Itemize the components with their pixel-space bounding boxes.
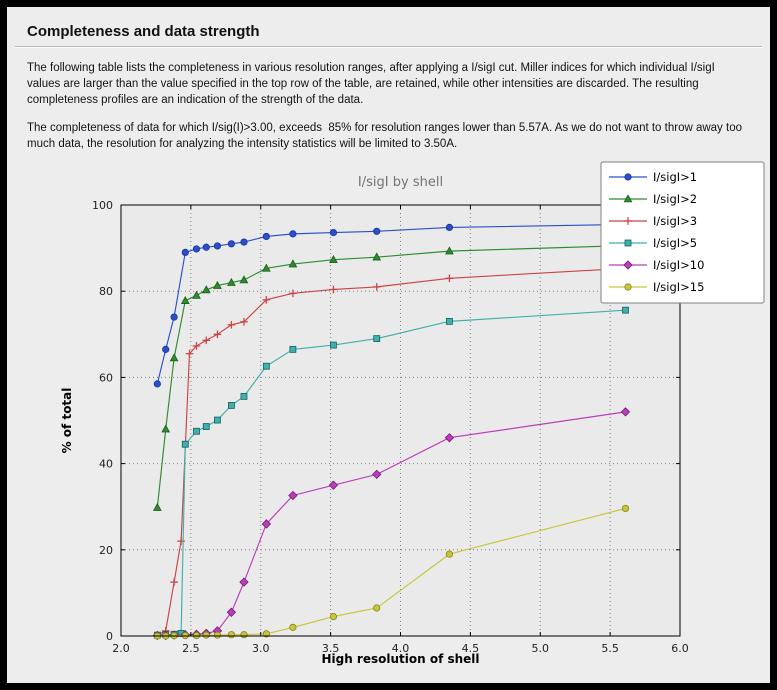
legend-entry-2: I/sigI>3	[609, 214, 697, 228]
series-markers	[152, 241, 630, 512]
svg-text:2.5: 2.5	[182, 642, 200, 655]
series-1	[152, 241, 630, 512]
isigi-by-shell-chart: 2.0 2.5 3.0 3.5 4.0 4.5 5.0 5.5 6.0 0 20 40 60 80 100 I…	[60, 161, 765, 666]
svg-text:4.0: 4.0	[392, 642, 410, 655]
svg-text:80: 80	[99, 286, 113, 299]
summary-paragraph: The completeness of data for which I/sig…	[27, 122, 746, 151]
chart-title: I/sigI by shell	[358, 175, 443, 190]
x-axis-label: High resolution of shell	[321, 652, 479, 666]
svg-text:5.0: 5.0	[532, 642, 550, 655]
legend-label: I/sigI>15	[653, 280, 704, 294]
legend-label: I/sigI>2	[653, 192, 697, 206]
svg-text:4.5: 4.5	[462, 642, 480, 655]
legend-label: I/sigI>1	[653, 170, 697, 184]
legend-label: I/sigI>3	[653, 214, 697, 228]
series-3	[153, 307, 629, 640]
legend-entry-4: I/sigI>10	[609, 258, 704, 272]
page-title: Completeness and data strength	[27, 23, 260, 40]
title-divider	[15, 46, 762, 48]
tick-labels: 2.0 2.5 3.0 3.5 4.0 4.5 5.0 5.5 6.0 0 20 40 60 80 100	[92, 199, 689, 655]
svg-text:3.5: 3.5	[322, 642, 340, 655]
svg-text:40: 40	[99, 458, 113, 471]
legend-entry-5: I/sigI>15	[609, 280, 704, 294]
report-panel: Completeness and data strength The follo…	[7, 7, 770, 683]
y-axis-label: % of total	[60, 388, 74, 454]
series-line	[157, 268, 626, 637]
chart-container: 2.0 2.5 3.0 3.5 4.0 4.5 5.0 5.5 6.0 0 20 40 60 80 100 I…	[55, 156, 770, 675]
svg-text:2.0: 2.0	[112, 642, 130, 655]
intro-paragraph: The following table lists the completene…	[27, 62, 718, 107]
svg-text:3.0: 3.0	[252, 642, 270, 655]
svg-text:6.0: 6.0	[671, 642, 689, 655]
svg-text:0: 0	[106, 630, 113, 643]
series-markers	[153, 265, 630, 640]
legend-box: I/sigI>1 I/sigI>2 I/sigI>3 I/sigI>5 I/sigI>1…	[600, 161, 765, 304]
legend-entry-0: I/sigI>1	[609, 170, 697, 184]
legend-label: I/sigI>5	[653, 236, 697, 250]
svg-text:100: 100	[92, 199, 113, 212]
tick-marks	[120, 204, 681, 637]
legend-entry-3: I/sigI>5	[609, 236, 697, 250]
svg-text:20: 20	[99, 544, 113, 557]
legend-label: I/sigI>10	[653, 258, 704, 272]
svg-text:60: 60	[99, 372, 113, 385]
series-2	[153, 265, 630, 640]
legend-entry-1: I/sigI>2	[609, 192, 697, 206]
series-line	[157, 310, 626, 637]
svg-text:5.5: 5.5	[601, 642, 619, 655]
